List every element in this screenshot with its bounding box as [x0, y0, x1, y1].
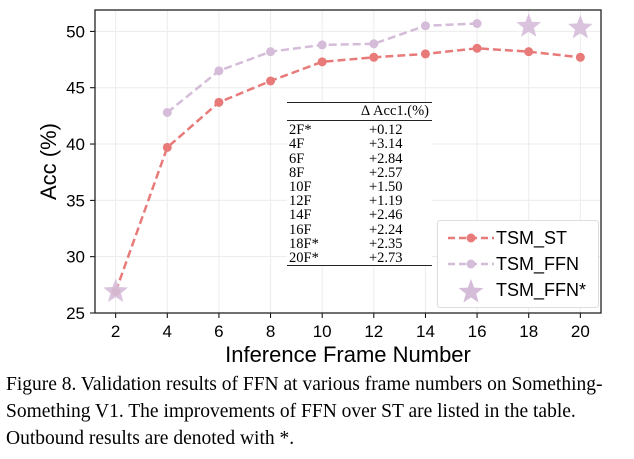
data-point [317, 40, 327, 50]
figure-caption: Figure 8. Validation results of FFN at v… [6, 374, 603, 449]
delta-cell: +2.84 [369, 150, 403, 167]
legend-item-tsm-ffn-star: TSM_FFN* [438, 278, 598, 304]
legend-label: TSM_ST [496, 228, 568, 248]
delta-cell: +1.19 [369, 193, 403, 210]
frame-cell: 8F [289, 164, 305, 181]
delta-cell: +2.46 [369, 207, 403, 224]
y-tick-label: 35 [66, 191, 85, 210]
x-tick-label: 18 [519, 322, 538, 341]
frame-cell: 18F* [289, 235, 319, 252]
legend-label: TSM_FFN* [496, 280, 586, 300]
data-point [317, 57, 327, 67]
x-tick-label: 4 [163, 322, 172, 341]
legend-item-tsm-st: TSM_ST [438, 226, 598, 252]
data-point [472, 19, 482, 29]
data-point [524, 47, 534, 57]
series-line-tsm_st [114, 47, 581, 293]
frame-cell: 20F* [289, 250, 319, 267]
data-point [420, 21, 430, 31]
table-row: 4F +3.14 [287, 136, 432, 153]
table-row: 12F +1.19 [287, 193, 432, 210]
delta-cell: +2.24 [369, 221, 403, 238]
data-point [162, 142, 172, 152]
y-tick-label: 45 [66, 79, 85, 98]
table-row: 8F +2.57 [287, 164, 432, 181]
star-icon [458, 279, 484, 303]
plot-frame [94, 9, 602, 314]
legend-label: TSM_FFN [496, 254, 579, 274]
x-tick-label: 10 [313, 322, 332, 341]
star-data-point [516, 13, 542, 37]
table-row: 10F +1.50 [287, 179, 432, 196]
legend-marker-st [448, 233, 494, 243]
data-point [266, 76, 276, 86]
table-row: 6F +2.84 [287, 150, 432, 167]
data-point [369, 39, 379, 49]
data-point [214, 66, 224, 76]
table-row: 16F +2.24 [287, 221, 432, 238]
frame-cell: 2F* [289, 122, 312, 139]
data-point [420, 49, 430, 59]
data-point [214, 97, 224, 107]
delta-cell: +0.12 [369, 122, 403, 139]
legend-item-tsm-ffn: TSM_FFN [438, 252, 598, 278]
table-row: 2F* +0.12 [287, 122, 432, 139]
y-tick-label: 40 [66, 135, 85, 154]
delta-cell: +1.50 [369, 179, 403, 196]
x-tick-label: 14 [416, 322, 435, 341]
data-point [162, 108, 172, 118]
table-header: Δ Acc1.(%) [287, 103, 432, 122]
table-row: 14F +2.46 [287, 207, 432, 224]
data-point [575, 52, 585, 62]
table-row: 20F* +2.73 [287, 250, 432, 267]
star-data-point [568, 14, 593, 39]
frame-cell: 12F [289, 193, 312, 210]
x-tick-label: 12 [364, 322, 383, 341]
y-axis-label: Acc (%) [36, 123, 61, 200]
frame-cell: 10F [289, 179, 312, 196]
legend: TSM_ST TSM_FFN TSM_FFN* [437, 220, 599, 308]
x-tick-label: 8 [266, 322, 275, 341]
delta-cell: +2.35 [369, 235, 403, 252]
y-tick-label: 50 [66, 22, 85, 41]
star-data-point [103, 278, 128, 302]
improvement-table: Δ Acc1.(%) 2F* +0.12 4F +3.14 6F +2.84 8F +2.57… [287, 102, 432, 267]
y-tick-label: 30 [66, 248, 85, 267]
data-point [472, 43, 482, 53]
y-tick-label: 25 [66, 304, 85, 323]
frame-cell: 6F [289, 150, 305, 167]
x-tick-label: 2 [111, 322, 120, 341]
data-point [266, 47, 276, 57]
x-axis-label: Inference Frame Number [225, 342, 471, 367]
frame-cell: 14F [289, 207, 312, 224]
data-point [369, 52, 379, 62]
frame-cell: 16F [289, 221, 312, 238]
chart: 2 4 6 8 10 12 14 16 18 20 25 30 35 40 45 50 Inference Fr… [36, 9, 602, 367]
delta-cell: +2.73 [369, 250, 403, 267]
legend-marker-ffn [448, 259, 494, 269]
x-tick-label: 6 [214, 322, 223, 341]
x-tick-label: 20 [571, 322, 590, 341]
frame-cell: 4F [289, 136, 305, 153]
table-row: 18F* +2.35 [287, 235, 432, 252]
x-tick-label: 16 [468, 322, 487, 341]
delta-cell: +2.57 [369, 164, 403, 181]
delta-cell: +3.14 [369, 136, 403, 153]
